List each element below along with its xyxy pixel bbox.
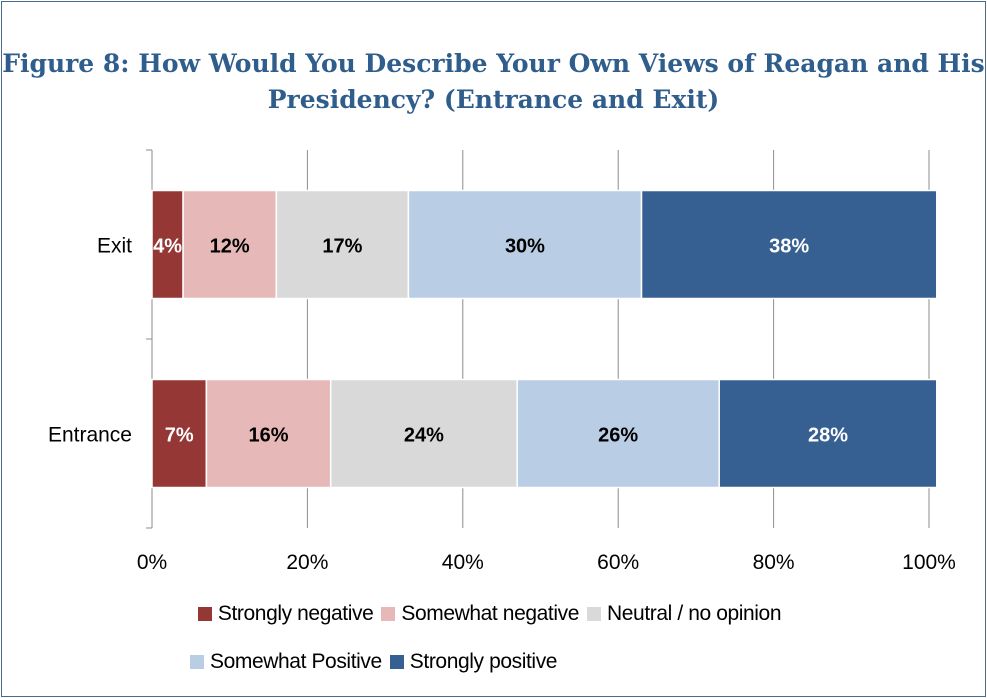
legend-swatch — [389, 655, 404, 669]
bar-segment — [516, 378, 720, 489]
data-label: 17% — [322, 236, 362, 258]
category-label: Entrance — [48, 424, 132, 447]
chart-title: Figure 8: How Would You Describe Your Ow… — [0, 46, 987, 118]
data-label: 26% — [598, 425, 638, 447]
chart-title-line-2: Presidency? (Entrance and Exit) — [267, 85, 720, 114]
bar-segment — [329, 378, 518, 489]
data-label: 24% — [404, 425, 444, 447]
bar-segment — [205, 378, 332, 489]
bar-segment — [718, 378, 938, 489]
x-tick-label: 60% — [597, 551, 639, 574]
data-label: 38% — [769, 236, 809, 258]
legend-item: Strongly negative — [197, 602, 374, 626]
legend-row-2: Somewhat Positive Strongly positive — [0, 647, 987, 677]
x-tick-label: 100% — [902, 551, 956, 574]
legend-item: Neutral / no opinion — [587, 602, 782, 626]
bar-segment — [640, 189, 938, 300]
legend-label: Somewhat Positive — [210, 650, 382, 673]
bar-segment — [275, 189, 410, 300]
legend-label: Somewhat negative — [401, 602, 579, 625]
legend-item: Somewhat Positive — [190, 650, 382, 674]
data-label: 4% — [153, 236, 182, 258]
bar-segment — [151, 378, 208, 489]
data-label: 16% — [249, 425, 289, 447]
data-label: 30% — [505, 236, 545, 258]
legend-label: Strongly positive — [409, 650, 558, 673]
legend-item: Strongly positive — [389, 650, 558, 674]
data-label: 7% — [165, 425, 194, 447]
legend-swatch — [197, 607, 212, 621]
data-label: 12% — [210, 236, 250, 258]
legend-label: Neutral / no opinion — [607, 602, 782, 625]
bar-segment — [182, 189, 278, 300]
legend-label: Strongly negative — [217, 602, 374, 625]
x-tick-label: 40% — [442, 551, 484, 574]
legend-swatch — [587, 607, 601, 621]
legend-item: Somewhat negative — [381, 602, 579, 626]
legend-swatch — [190, 655, 204, 669]
legend-row-1: Strongly negative Somewhat negative Neutra… — [0, 599, 987, 629]
x-tick-label: 20% — [286, 551, 328, 574]
x-tick-label: 80% — [753, 551, 795, 574]
data-label: 28% — [808, 425, 848, 447]
legend-swatch — [381, 607, 396, 621]
chart-title-line-1: Figure 8: How Would You Describe Your Ow… — [2, 49, 985, 78]
x-tick-label: 0% — [137, 551, 167, 574]
category-label: Exit — [97, 235, 132, 258]
bar-segment — [407, 189, 643, 300]
